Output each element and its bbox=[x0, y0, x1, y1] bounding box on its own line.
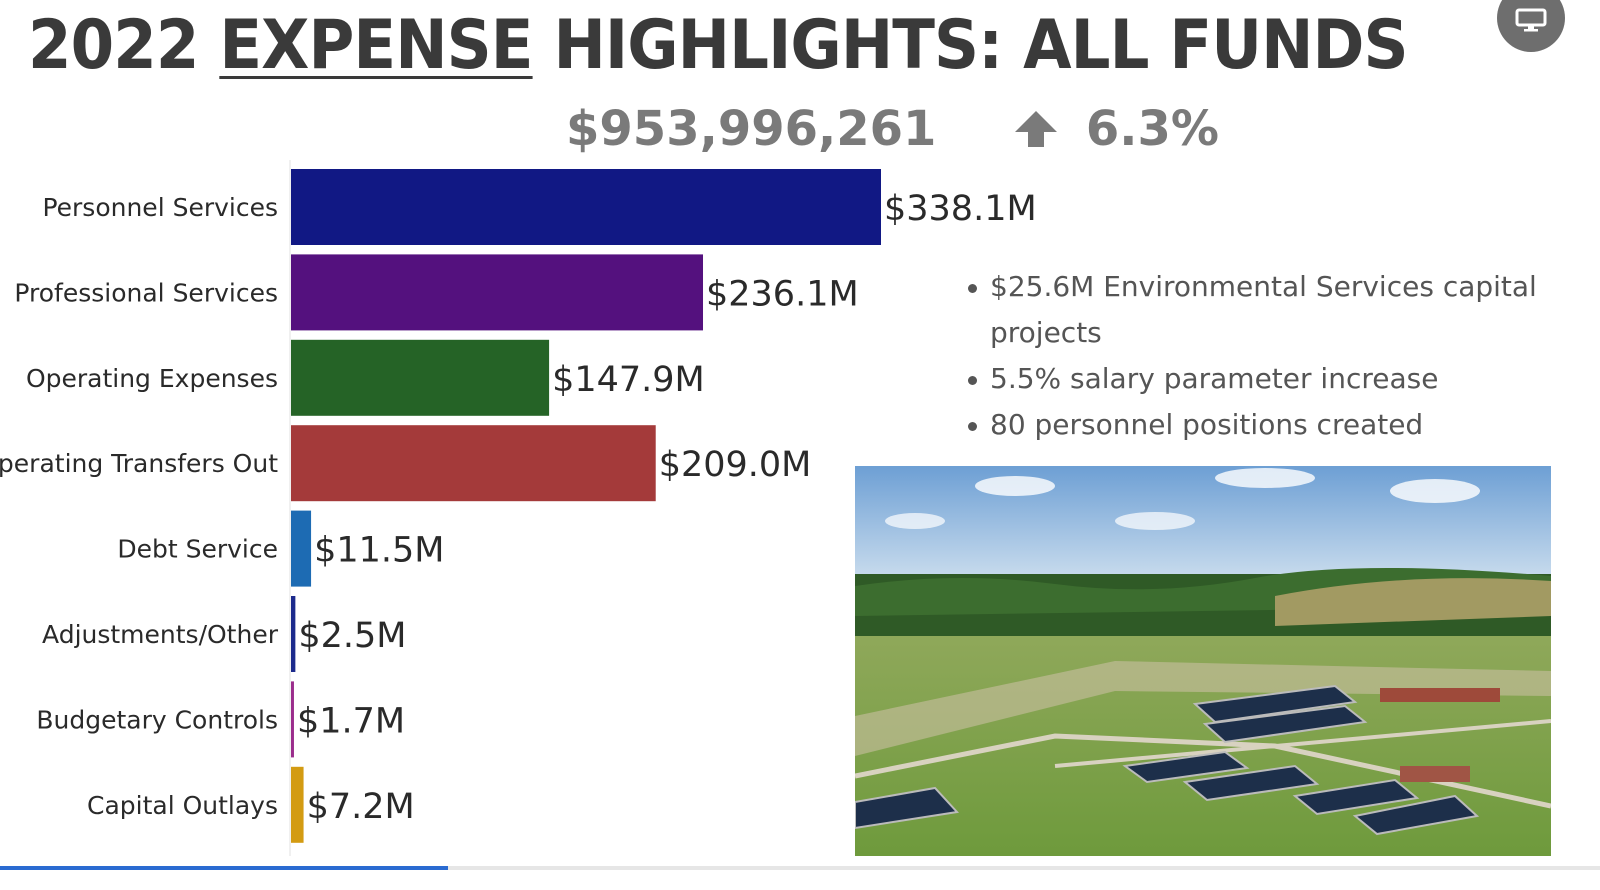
category-label: Professional Services bbox=[14, 278, 278, 307]
present-button[interactable] bbox=[1497, 0, 1565, 52]
total-amount: $953,996,261 bbox=[566, 101, 937, 157]
page-title: 2022 EXPENSE HIGHLIGHTS: ALL FUNDS bbox=[28, 4, 1409, 88]
bar-3 bbox=[291, 425, 656, 502]
data-label: $209.0M bbox=[659, 445, 812, 485]
data-label: $11.5M bbox=[314, 531, 444, 571]
category-label: Adjustments/Other bbox=[42, 620, 279, 649]
bar-1 bbox=[291, 254, 704, 331]
slide-progress-bar bbox=[0, 866, 1600, 870]
monitor-icon bbox=[1515, 8, 1547, 32]
category-label: Debt Service bbox=[117, 535, 278, 564]
category-label: Personnel Services bbox=[42, 193, 278, 222]
bar-6 bbox=[291, 681, 294, 758]
total-change: 6.3% bbox=[1085, 101, 1220, 157]
data-label: $147.9M bbox=[552, 360, 705, 400]
highlight-item: 5.5% salary parameter increase bbox=[966, 356, 1566, 402]
bar-4 bbox=[291, 510, 312, 587]
highlight-item: $25.6M Environmental Services capital pr… bbox=[966, 264, 1566, 356]
treatment-plant-photo bbox=[855, 466, 1551, 856]
bar-0 bbox=[291, 169, 881, 245]
arrow-up-icon bbox=[1015, 111, 1058, 147]
bar-7 bbox=[291, 766, 304, 843]
bar-2 bbox=[291, 339, 550, 416]
category-label: Capital Outlays bbox=[87, 791, 278, 820]
slide-progress-fill bbox=[0, 866, 448, 870]
highlights-list: $25.6M Environmental Services capital pr… bbox=[966, 264, 1566, 448]
expense-bar-chart: Personnel Services $338.1M Professional Se… bbox=[0, 160, 1037, 856]
category-label: Operating Expenses bbox=[26, 364, 278, 393]
title-underlined-word: EXPENSE bbox=[219, 6, 533, 85]
data-label: $2.5M bbox=[298, 616, 406, 656]
data-label: $1.7M bbox=[297, 701, 405, 741]
data-label: $7.2M bbox=[307, 787, 415, 827]
category-label: Budgetary Controls bbox=[36, 705, 278, 734]
highlight-item: 80 personnel positions created bbox=[966, 402, 1566, 448]
title-rest: HIGHLIGHTS: ALL FUNDS bbox=[553, 6, 1408, 85]
total-summary: $953,996,261 6.3% bbox=[566, 96, 1220, 157]
category-label: Operating Transfers Out bbox=[0, 449, 278, 478]
bar-5 bbox=[291, 596, 296, 672]
title-year: 2022 bbox=[28, 6, 199, 85]
data-label: $236.1M bbox=[706, 274, 859, 314]
data-label: $338.1M bbox=[884, 189, 1037, 229]
